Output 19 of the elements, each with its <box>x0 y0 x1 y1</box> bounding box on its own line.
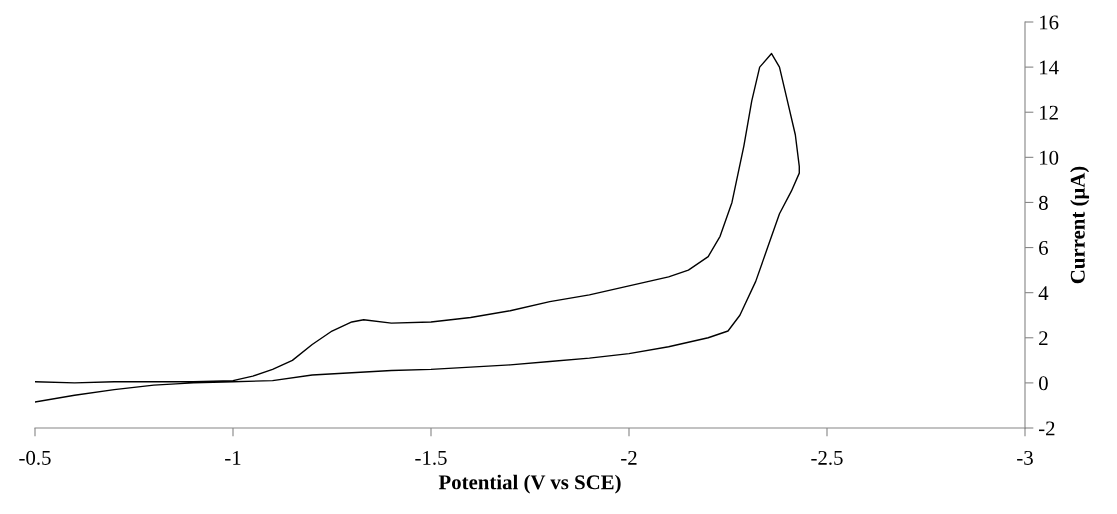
y-tick-label: 2 <box>1039 331 1048 346</box>
y-tick-label: 14 <box>1040 60 1059 75</box>
line-series <box>35 52 800 403</box>
y-tick-label: 16 <box>1040 15 1059 30</box>
x-tick-label: -1.5 <box>415 450 447 465</box>
x-tick-label: -3 <box>1017 450 1033 465</box>
y-tick-label: 4 <box>1038 286 1049 300</box>
y-tick-label: -2 <box>1038 421 1055 436</box>
y-tick-label: 0 <box>1038 376 1048 391</box>
x-tick-label: -0.5 <box>19 450 51 465</box>
y-tick-label: 12 <box>1040 105 1058 120</box>
x-tick-label: -2.5 <box>811 450 843 465</box>
x-tick-label: -2 <box>621 450 637 465</box>
x-axis-title: Potential (V vs SCE) <box>438 474 621 494</box>
y-tick-label: 8 <box>1038 195 1048 210</box>
x-tick-label: -1 <box>225 450 241 465</box>
y-tick-label: 10 <box>1040 150 1059 165</box>
y-axis-title: Current (μA) <box>1070 166 1090 284</box>
y-tick-label: 6 <box>1039 240 1048 255</box>
